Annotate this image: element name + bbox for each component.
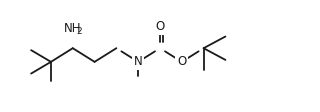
- Text: O: O: [156, 20, 164, 33]
- Text: 2: 2: [76, 27, 82, 36]
- Text: NH: NH: [64, 22, 82, 35]
- Text: N: N: [134, 55, 143, 68]
- Text: O: O: [177, 55, 187, 68]
